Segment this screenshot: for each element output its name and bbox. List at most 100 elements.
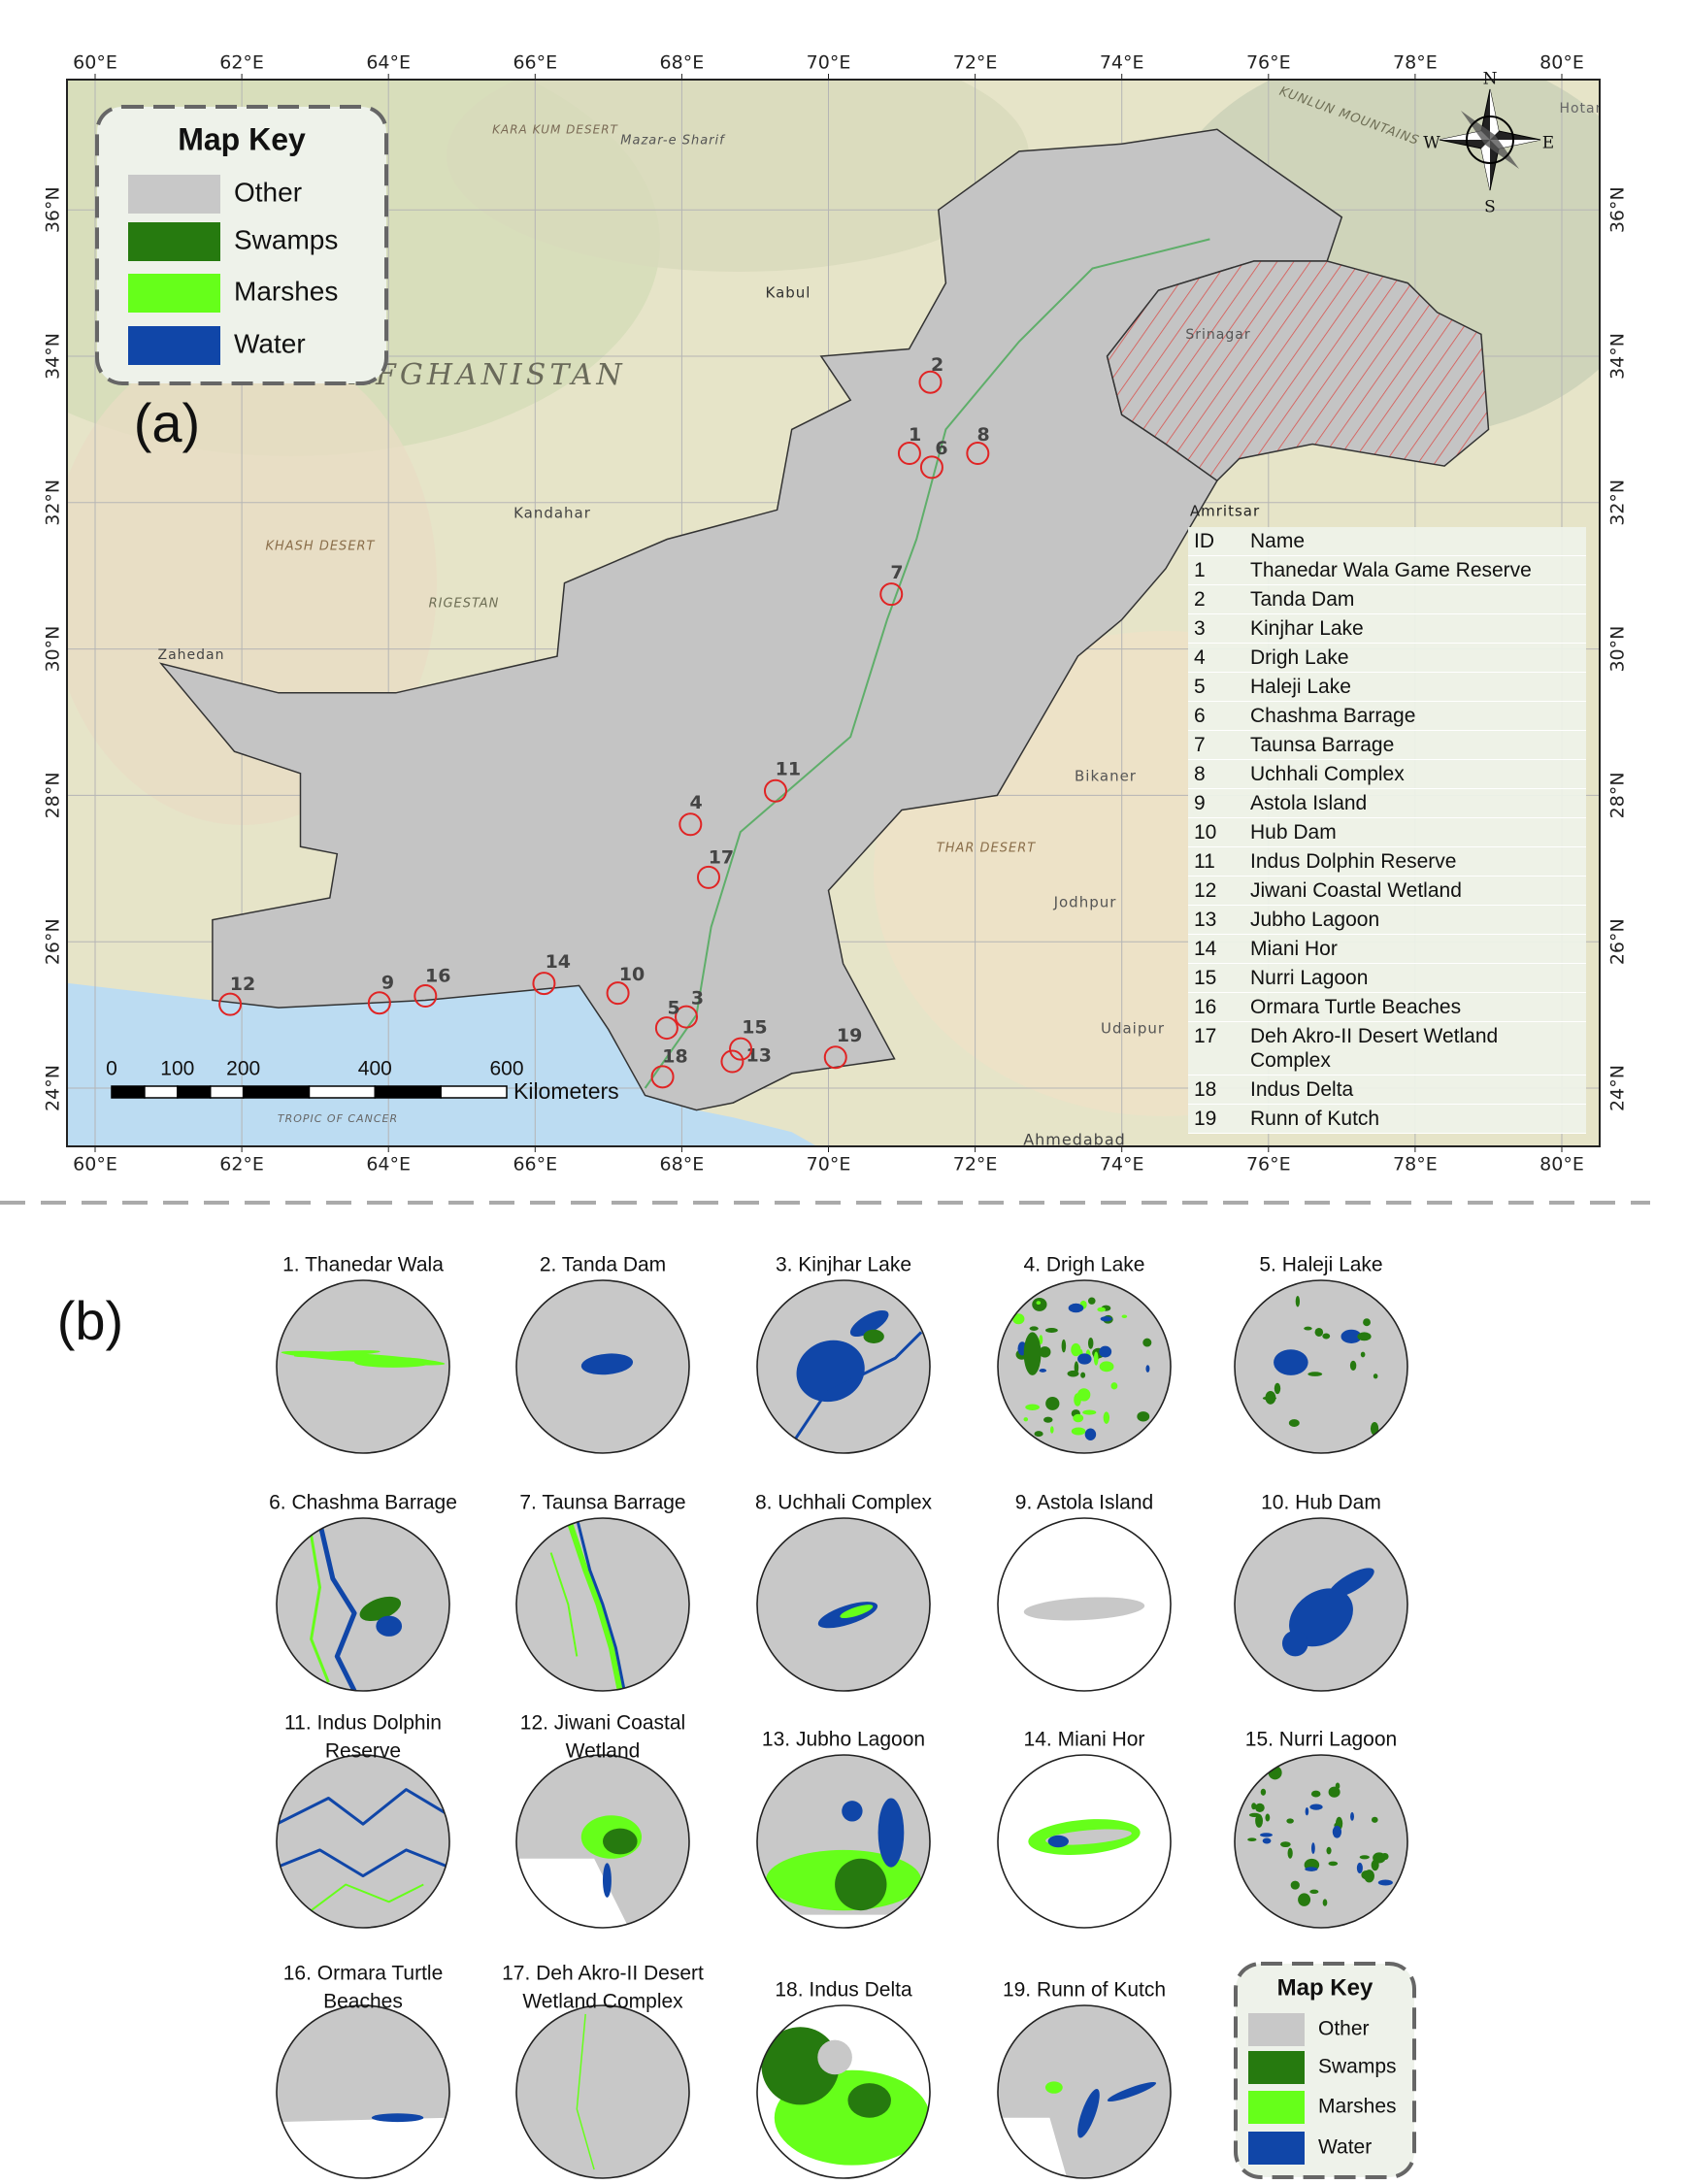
inset-feature: [1012, 1313, 1025, 1325]
site-cell: 9: [1188, 788, 1244, 818]
inset-feature: [1080, 1372, 1086, 1378]
site-row: 2 Tanda Dam: [1188, 584, 1586, 614]
compass-star: [1440, 89, 1540, 190]
inset-outline: [276, 1279, 450, 1454]
inset-map: [516, 2005, 689, 2178]
site-id: 9: [381, 973, 394, 994]
inset-title: 4. Drigh Lake: [1024, 1254, 1145, 1276]
site-cell: Name: [1244, 527, 1586, 556]
place-label: KARA KUM DESERT: [492, 123, 618, 137]
inset-feature: [1032, 1297, 1047, 1311]
site-marker: [414, 984, 438, 1009]
inset-feature: [1049, 1426, 1054, 1434]
lat-tick-label: 36°N: [1607, 186, 1629, 233]
map-key-label: Other: [1318, 2018, 1370, 2040]
site-marker: [897, 442, 921, 466]
inset-title: 19. Runn of Kutch: [1003, 1979, 1166, 2002]
site-id: 4: [689, 792, 702, 813]
site-cell: Jiwani Coastal Wetland: [1244, 876, 1586, 906]
compass: N E S W: [1423, 70, 1554, 217]
inset-feature: [1036, 1301, 1042, 1306]
inset-feature: [790, 1331, 923, 1445]
place-label: Kabul: [766, 284, 811, 302]
inset-title: 5. Haleji Lake: [1259, 1254, 1382, 1276]
compass-star: [1461, 111, 1519, 169]
lat-tick-label: 28°N: [43, 772, 64, 818]
inset-background: [516, 2005, 689, 2178]
inset-feature: [1071, 1427, 1086, 1436]
lat-tick-label: 24°N: [43, 1065, 64, 1111]
scale-segment: [242, 1085, 311, 1099]
map-key-label: Water: [1318, 2136, 1372, 2159]
site-row: 9 Astola Island: [1188, 788, 1586, 818]
site-cell: 19: [1188, 1104, 1244, 1134]
inset-feature: [1023, 1417, 1029, 1422]
lon-tick-label: 76°E: [1246, 52, 1291, 74]
site-cell: Taunsa Barrage: [1244, 730, 1586, 760]
inset-outline: [1234, 1754, 1408, 1929]
lat-tick-label: 28°N: [1607, 772, 1629, 818]
place-label: Hotan: [1559, 101, 1605, 116]
inset-feature: [1039, 1369, 1047, 1373]
site-marker: [606, 981, 630, 1006]
scale-label: 400: [358, 1058, 392, 1080]
inset-feature: [1103, 1411, 1110, 1424]
inset-feature: [1356, 1862, 1363, 1874]
inset-feature: [1142, 1338, 1152, 1347]
scale-segment: [440, 1085, 508, 1099]
map-key-swatch: [1248, 2091, 1305, 2124]
pakistan: [158, 128, 1343, 1111]
inset-background: [757, 1518, 930, 1691]
site-row: 7 Taunsa Barrage: [1188, 730, 1586, 760]
inset-title: 16. Ormara Turtle: [283, 1963, 444, 1985]
inset-feature: [371, 2113, 424, 2123]
inset-title: 15. Nurri Lagoon: [1245, 1729, 1397, 1751]
inset-feature: [1377, 1879, 1393, 1886]
inset-feature: [524, 2047, 681, 2145]
inset-outline: [756, 1517, 931, 1692]
inset-feature: [1309, 1803, 1323, 1810]
site-table: ID Name 1 Thanedar Wala Game Reserve 2 Tanda …: [1188, 527, 1586, 1134]
site-marker: [696, 865, 720, 889]
inset-feature: [1274, 1349, 1308, 1375]
inset-feature: [1364, 1870, 1374, 1883]
disputed-area: [1106, 260, 1490, 482]
inset-feature: [1039, 1346, 1051, 1358]
inset-feature: [877, 1798, 905, 1868]
site-cell: 1: [1188, 555, 1244, 585]
inset-map: [277, 1755, 449, 1928]
site-row: 18 Indus Delta: [1188, 1075, 1586, 1105]
inset-feature: [359, 1596, 402, 1622]
site-row: 10 Hub Dam: [1188, 817, 1586, 847]
site-id: 2: [931, 354, 943, 376]
inset-feature: [1255, 1813, 1263, 1828]
inset-outline: [515, 1517, 690, 1692]
site-row: 16 Ormara Turtle Beaches: [1188, 992, 1586, 1022]
inset-feature: [849, 1309, 889, 1338]
inset-feature: [580, 1353, 634, 1375]
lat-tick-label: 34°N: [43, 333, 64, 380]
compass-letter: W: [1423, 134, 1440, 153]
lat-tick-label: 32°N: [43, 480, 64, 526]
inset-feature: [1340, 1329, 1362, 1343]
inset-map: [516, 1280, 689, 1453]
inset-feature: [1061, 1339, 1067, 1353]
inset-title: 6. Chashma Barrage: [269, 1492, 457, 1514]
compass-letter: N: [1483, 70, 1498, 89]
site-marker: [720, 1049, 745, 1074]
inset-feature: [1373, 1373, 1378, 1379]
scale-segment: [210, 1085, 245, 1099]
place-label: Amritsar: [1190, 503, 1260, 520]
site-id: 16: [425, 965, 450, 986]
inset-outline: [1234, 1279, 1408, 1454]
site-cell: 7: [1188, 730, 1244, 760]
inset-feature: [565, 1518, 623, 1691]
place-label: Zahedan: [158, 647, 225, 663]
lat-tick-label: 30°N: [43, 626, 64, 673]
inset-feature: [1251, 1803, 1257, 1810]
inset-outline: [756, 2004, 931, 2179]
inset-outline: [997, 2004, 1172, 2179]
inset-feature: [1043, 1416, 1053, 1423]
inset-outline: [997, 1754, 1172, 1929]
